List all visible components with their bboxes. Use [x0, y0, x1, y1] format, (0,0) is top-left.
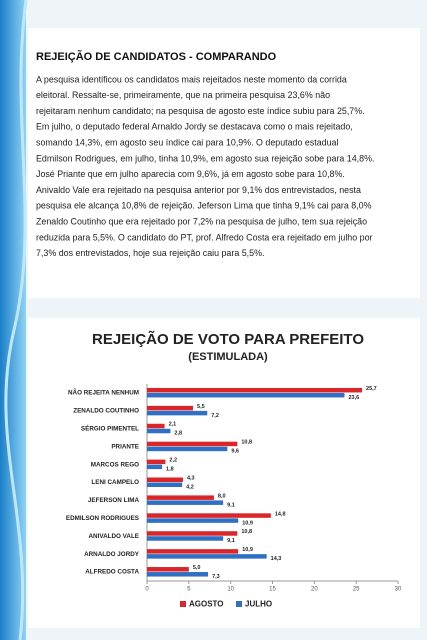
x-tick-label: 10 — [227, 587, 234, 593]
legend-label: JULHO — [245, 600, 272, 609]
bar — [147, 567, 189, 572]
category-label: ALFREDO COSTA — [85, 569, 139, 576]
bar — [147, 554, 267, 559]
bar — [147, 500, 224, 505]
category-label: NÃO REJEITA NENHUM — [68, 388, 139, 397]
value-label: 14,8 — [275, 511, 286, 517]
bar — [147, 423, 165, 429]
paragraph-line: Anivaldo Vale era rejeitado na pesquisa … — [36, 185, 361, 195]
value-label: 25,7 — [366, 386, 377, 392]
swirl — [4, 0, 28, 640]
paragraph-line: Edmilson Rodrigues, em julho, tinha 10,9… — [36, 153, 374, 163]
category-label: ZENALDO COUTINHO — [73, 408, 139, 415]
bar — [147, 513, 271, 518]
bar — [147, 495, 214, 500]
bar — [147, 441, 238, 447]
x-tick-label: 25 — [353, 587, 360, 593]
chart-panel — [28, 318, 420, 628]
value-label: 7,3 — [212, 574, 220, 580]
value-label: 2,1 — [169, 422, 177, 428]
x-tick-label: 0 — [145, 587, 149, 593]
value-label: 10,9 — [242, 520, 253, 526]
bar — [147, 405, 194, 411]
bar — [147, 549, 239, 554]
paragraph-line: Em julho, o deputado federal Arnaldo Jor… — [36, 122, 353, 132]
bar — [147, 572, 209, 577]
value-label: 2,2 — [169, 458, 177, 464]
bar — [147, 387, 363, 393]
value-label: 9,6 — [231, 449, 239, 455]
value-label: 9,1 — [227, 538, 235, 544]
bar — [147, 410, 208, 416]
value-label: 8,0 — [218, 493, 226, 499]
bar — [147, 446, 228, 452]
text-panel — [28, 28, 420, 298]
paragraph-line: José Priante que em julho aparecia com 9… — [36, 169, 345, 179]
value-label: 14,3 — [271, 556, 282, 562]
paragraph-line: A pesquisa identificou os candidatos mai… — [36, 74, 347, 84]
category-label: JEFERSON LIMA — [88, 497, 140, 504]
paragraph-line: 7,3% dos entrevistados, hoje sua rejeiçã… — [36, 248, 264, 258]
value-label: 10,9 — [242, 547, 253, 553]
value-label: 9,1 — [227, 502, 235, 508]
bar — [147, 531, 238, 536]
chart-title: REJEIÇÃO DE VOTO PARA PREFEITO — [92, 330, 364, 348]
legend-swatch — [180, 601, 186, 607]
value-label: 10,8 — [241, 440, 252, 446]
category-label: EDMILSON RODRIGUES — [66, 515, 139, 522]
category-label: SÉRGIO PIMENTEL — [81, 423, 139, 432]
value-label: 2,8 — [174, 431, 182, 437]
x-tick-label: 5 — [187, 587, 191, 593]
paragraph-line: rejeitaram nenhum candidato; na pesquisa… — [36, 106, 365, 116]
paragraph-line: reduzida para 5,5%. O candidato do PT, p… — [36, 232, 373, 242]
bar — [147, 464, 163, 470]
x-tick-label: 15 — [269, 587, 276, 593]
bar — [147, 477, 183, 482]
bar — [147, 392, 345, 398]
x-tick-label: 20 — [311, 587, 318, 593]
category-label: ANIVALDO VALE — [89, 533, 140, 540]
value-label: 5,5 — [197, 404, 205, 410]
chart-subtitle: (ESTIMULADA) — [188, 351, 268, 363]
paragraph-line: somando 14,3%, em agosto seu índice cai … — [36, 138, 338, 148]
value-label: 4,3 — [187, 475, 195, 481]
value-label: 7,2 — [211, 413, 219, 419]
value-label: 1,8 — [166, 467, 174, 473]
category-label: MARCOS REGO — [91, 461, 139, 468]
bar — [147, 459, 166, 465]
bar — [147, 482, 183, 487]
bar — [147, 518, 239, 523]
value-label: 4,2 — [186, 484, 194, 490]
value-label: 10,8 — [241, 529, 252, 535]
bar — [147, 536, 224, 541]
paragraph-line: Zenaldo Coutinho que era rejeitado por 7… — [36, 217, 367, 227]
category-label: PRIANTE — [111, 443, 139, 450]
value-label: 5,0 — [193, 565, 201, 571]
paragraph-line: pesquisa ele alcança 10,8% de rejeição. … — [36, 201, 372, 211]
category-label: ARNALDO JORDY — [84, 551, 140, 558]
paragraph-line: eleitoral. Ressalte-se, primeiramente, q… — [36, 90, 330, 100]
value-label: 23,6 — [348, 395, 359, 401]
legend-label: AGOSTO — [189, 600, 224, 609]
bar — [147, 428, 171, 434]
category-label: LENI CAMPELO — [91, 479, 139, 486]
x-tick-label: 30 — [395, 587, 402, 593]
heading: REJEIÇÃO DE CANDIDATOS - COMPARANDO — [36, 50, 277, 63]
legend-swatch — [236, 601, 242, 607]
